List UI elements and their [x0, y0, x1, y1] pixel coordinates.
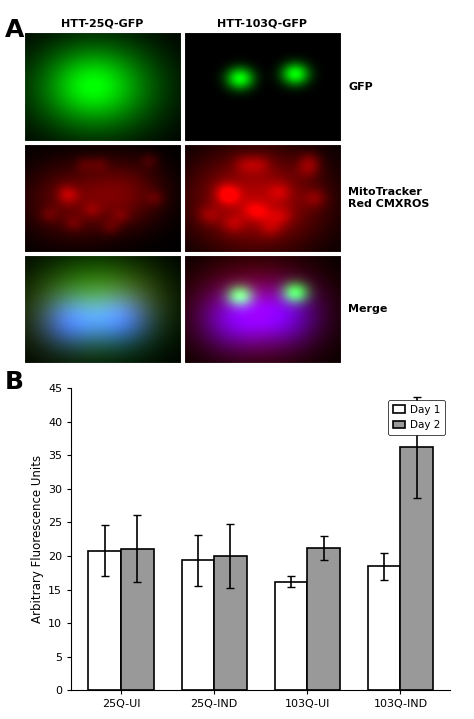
- Bar: [182, 560, 214, 690]
- Text: A: A: [5, 18, 24, 42]
- Legend: Day 1, Day 2: Day 1, Day 2: [388, 400, 445, 435]
- Bar: [274, 582, 307, 690]
- Bar: [401, 447, 433, 690]
- Text: HTT-25Q-GFP: HTT-25Q-GFP: [61, 19, 144, 29]
- Text: B: B: [5, 370, 24, 394]
- Text: *: *: [405, 414, 414, 432]
- Bar: [88, 551, 121, 690]
- Bar: [368, 566, 401, 690]
- Y-axis label: Arbitrary Fluorescence Units: Arbitrary Fluorescence Units: [31, 455, 44, 623]
- Text: HTT-103Q-GFP: HTT-103Q-GFP: [218, 19, 308, 29]
- Text: Merge: Merge: [348, 304, 388, 314]
- Bar: [214, 556, 247, 690]
- Bar: [121, 549, 154, 690]
- Text: GFP: GFP: [348, 81, 373, 91]
- Bar: [307, 548, 340, 690]
- Text: MitoTracker
Red CMXROS: MitoTracker Red CMXROS: [348, 187, 430, 209]
